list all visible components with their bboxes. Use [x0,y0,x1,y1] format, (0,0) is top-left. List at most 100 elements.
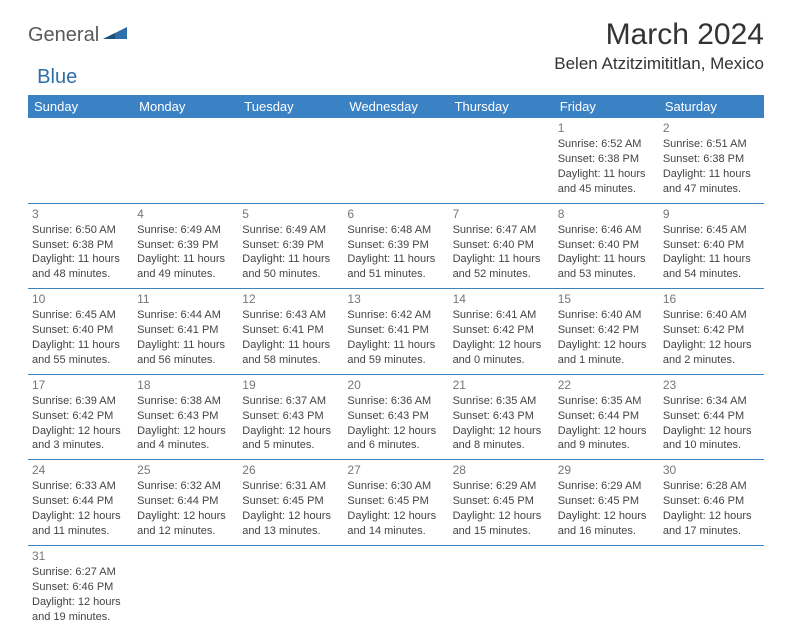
sunset-line: Sunset: 6:44 PM [137,494,234,509]
sunrise-line: Sunrise: 6:31 AM [242,479,339,494]
sunrise-line: Sunrise: 6:48 AM [347,223,444,238]
sunset-line: Sunset: 6:43 PM [453,409,550,424]
day-number: 29 [558,462,655,478]
calendar-cell: 29Sunrise: 6:29 AMSunset: 6:45 PMDayligh… [554,460,659,546]
calendar-cell: 1Sunrise: 6:52 AMSunset: 6:38 PMDaylight… [554,118,659,203]
daylight-line: Daylight: 12 hours and 14 minutes. [347,509,444,539]
calendar-cell [659,545,764,630]
daylight-line: Daylight: 12 hours and 10 minutes. [663,424,760,454]
sunset-line: Sunset: 6:45 PM [347,494,444,509]
calendar-cell [28,118,133,203]
sunset-line: Sunset: 6:38 PM [663,152,760,167]
calendar-cell: 20Sunrise: 6:36 AMSunset: 6:43 PMDayligh… [343,374,448,460]
day-number: 4 [137,206,234,222]
sunset-line: Sunset: 6:43 PM [137,409,234,424]
calendar-cell: 23Sunrise: 6:34 AMSunset: 6:44 PMDayligh… [659,374,764,460]
day-number: 26 [242,462,339,478]
day-number: 22 [558,377,655,393]
calendar-cell: 10Sunrise: 6:45 AMSunset: 6:40 PMDayligh… [28,289,133,375]
logo: General [28,18,131,47]
calendar-cell: 2Sunrise: 6:51 AMSunset: 6:38 PMDaylight… [659,118,764,203]
calendar-cell: 12Sunrise: 6:43 AMSunset: 6:41 PMDayligh… [238,289,343,375]
calendar-table: SundayMondayTuesdayWednesdayThursdayFrid… [28,95,764,630]
sunset-line: Sunset: 6:43 PM [347,409,444,424]
daylight-line: Daylight: 11 hours and 58 minutes. [242,338,339,368]
day-header: Friday [554,95,659,118]
sunset-line: Sunset: 6:40 PM [453,238,550,253]
day-number: 15 [558,291,655,307]
location: Belen Atzitzimititlan, Mexico [554,54,764,74]
sunrise-line: Sunrise: 6:32 AM [137,479,234,494]
daylight-line: Daylight: 12 hours and 2 minutes. [663,338,760,368]
sunrise-line: Sunrise: 6:29 AM [453,479,550,494]
sunrise-line: Sunrise: 6:33 AM [32,479,129,494]
day-number: 3 [32,206,129,222]
day-number: 5 [242,206,339,222]
calendar-cell [133,545,238,630]
daylight-line: Daylight: 11 hours and 45 minutes. [558,167,655,197]
day-number: 6 [347,206,444,222]
sunset-line: Sunset: 6:43 PM [242,409,339,424]
day-header: Saturday [659,95,764,118]
logo-text-general: General [28,24,99,47]
daylight-line: Daylight: 11 hours and 51 minutes. [347,252,444,282]
sunset-line: Sunset: 6:39 PM [242,238,339,253]
sunrise-line: Sunrise: 6:51 AM [663,137,760,152]
sunrise-line: Sunrise: 6:44 AM [137,308,234,323]
day-number: 14 [453,291,550,307]
sunset-line: Sunset: 6:38 PM [32,238,129,253]
calendar-cell [554,545,659,630]
daylight-line: Daylight: 11 hours and 49 minutes. [137,252,234,282]
calendar-cell: 18Sunrise: 6:38 AMSunset: 6:43 PMDayligh… [133,374,238,460]
sunset-line: Sunset: 6:41 PM [137,323,234,338]
title-block: March 2024 Belen Atzitzimititlan, Mexico [554,18,764,74]
day-number: 21 [453,377,550,393]
calendar-cell [449,118,554,203]
sunrise-line: Sunrise: 6:35 AM [453,394,550,409]
sunset-line: Sunset: 6:42 PM [32,409,129,424]
sunrise-line: Sunrise: 6:29 AM [558,479,655,494]
day-number: 10 [32,291,129,307]
calendar-cell: 5Sunrise: 6:49 AMSunset: 6:39 PMDaylight… [238,203,343,289]
sunset-line: Sunset: 6:38 PM [558,152,655,167]
day-number: 8 [558,206,655,222]
sunrise-line: Sunrise: 6:37 AM [242,394,339,409]
day-header: Tuesday [238,95,343,118]
sunrise-line: Sunrise: 6:39 AM [32,394,129,409]
daylight-line: Daylight: 12 hours and 0 minutes. [453,338,550,368]
daylight-line: Daylight: 11 hours and 56 minutes. [137,338,234,368]
sunrise-line: Sunrise: 6:36 AM [347,394,444,409]
sunset-line: Sunset: 6:40 PM [663,238,760,253]
day-number: 28 [453,462,550,478]
sunrise-line: Sunrise: 6:30 AM [347,479,444,494]
daylight-line: Daylight: 11 hours and 54 minutes. [663,252,760,282]
day-number: 27 [347,462,444,478]
sunrise-line: Sunrise: 6:35 AM [558,394,655,409]
calendar-cell: 26Sunrise: 6:31 AMSunset: 6:45 PMDayligh… [238,460,343,546]
calendar-cell: 4Sunrise: 6:49 AMSunset: 6:39 PMDaylight… [133,203,238,289]
sunrise-line: Sunrise: 6:47 AM [453,223,550,238]
day-number: 18 [137,377,234,393]
calendar-cell: 21Sunrise: 6:35 AMSunset: 6:43 PMDayligh… [449,374,554,460]
calendar-cell [343,118,448,203]
calendar-cell: 31Sunrise: 6:27 AMSunset: 6:46 PMDayligh… [28,545,133,630]
sunset-line: Sunset: 6:44 PM [663,409,760,424]
sunrise-line: Sunrise: 6:34 AM [663,394,760,409]
sunset-line: Sunset: 6:46 PM [32,580,129,595]
day-number: 19 [242,377,339,393]
sunset-line: Sunset: 6:42 PM [453,323,550,338]
daylight-line: Daylight: 12 hours and 4 minutes. [137,424,234,454]
month-title: March 2024 [554,18,764,52]
daylight-line: Daylight: 11 hours and 47 minutes. [663,167,760,197]
day-number: 7 [453,206,550,222]
sunrise-line: Sunrise: 6:43 AM [242,308,339,323]
daylight-line: Daylight: 12 hours and 15 minutes. [453,509,550,539]
daylight-line: Daylight: 12 hours and 3 minutes. [32,424,129,454]
daylight-line: Daylight: 12 hours and 13 minutes. [242,509,339,539]
calendar-cell: 9Sunrise: 6:45 AMSunset: 6:40 PMDaylight… [659,203,764,289]
sunrise-line: Sunrise: 6:50 AM [32,223,129,238]
sunrise-line: Sunrise: 6:38 AM [137,394,234,409]
calendar-cell: 16Sunrise: 6:40 AMSunset: 6:42 PMDayligh… [659,289,764,375]
calendar-cell: 11Sunrise: 6:44 AMSunset: 6:41 PMDayligh… [133,289,238,375]
daylight-line: Daylight: 12 hours and 11 minutes. [32,509,129,539]
